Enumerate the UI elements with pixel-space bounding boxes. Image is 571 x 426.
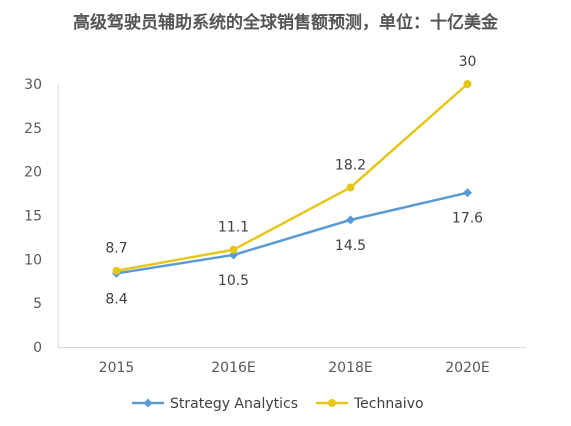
y-tick-label: 30 [24, 77, 42, 93]
y-tick-label: 20 [24, 165, 42, 181]
data-point [346, 183, 355, 192]
series-1: 8.4 10.5 14.5 17.6 [105, 188, 483, 307]
data-label: 30 [459, 54, 477, 70]
y-tick-label: 25 [24, 121, 42, 137]
y-tick-label: 5 [33, 296, 42, 312]
series-layer: 8.4 10.5 14.5 17.6 8.7 11.1 18.2 30 [105, 54, 483, 307]
x-tick-label: 2016E [211, 360, 255, 376]
data-point [229, 245, 238, 254]
y-tick-label: 15 [24, 209, 42, 225]
x-tick-label: 2018E [328, 360, 372, 376]
chart-title: 高级驾驶员辅助系统的全球销售额预测，单位：十亿美金 [73, 13, 498, 33]
x-tick-label: 2015 [99, 360, 135, 376]
x-axis-ticks: 2015 2016E 2018E 2020E [99, 360, 490, 376]
y-axis-ticks: 0 5 10 15 20 25 30 [24, 77, 42, 356]
data-label: 18.2 [335, 157, 366, 173]
data-label: 8.7 [105, 241, 127, 257]
data-point [463, 80, 472, 88]
legend: Strategy Analytics Technaivo [132, 396, 424, 412]
data-point [112, 266, 121, 275]
legend-label: Technaivo [353, 396, 424, 412]
legend-marker [143, 398, 153, 408]
legend-marker [328, 399, 336, 407]
data-label: 11.1 [218, 220, 249, 236]
data-point [346, 215, 355, 225]
data-label: 14.5 [335, 238, 366, 254]
series-line [116, 191, 468, 275]
y-tick-label: 0 [33, 340, 42, 356]
x-tick-label: 2020E [445, 360, 489, 376]
data-label: 8.4 [105, 291, 127, 307]
series-2: 8.7 11.1 18.2 30 [105, 54, 476, 275]
y-tick-label: 10 [24, 252, 42, 268]
data-label: 10.5 [218, 273, 249, 289]
data-point [463, 188, 472, 198]
series-line [116, 83, 469, 272]
legend-label: Strategy Analytics [170, 396, 298, 412]
data-label: 17.6 [452, 211, 483, 227]
